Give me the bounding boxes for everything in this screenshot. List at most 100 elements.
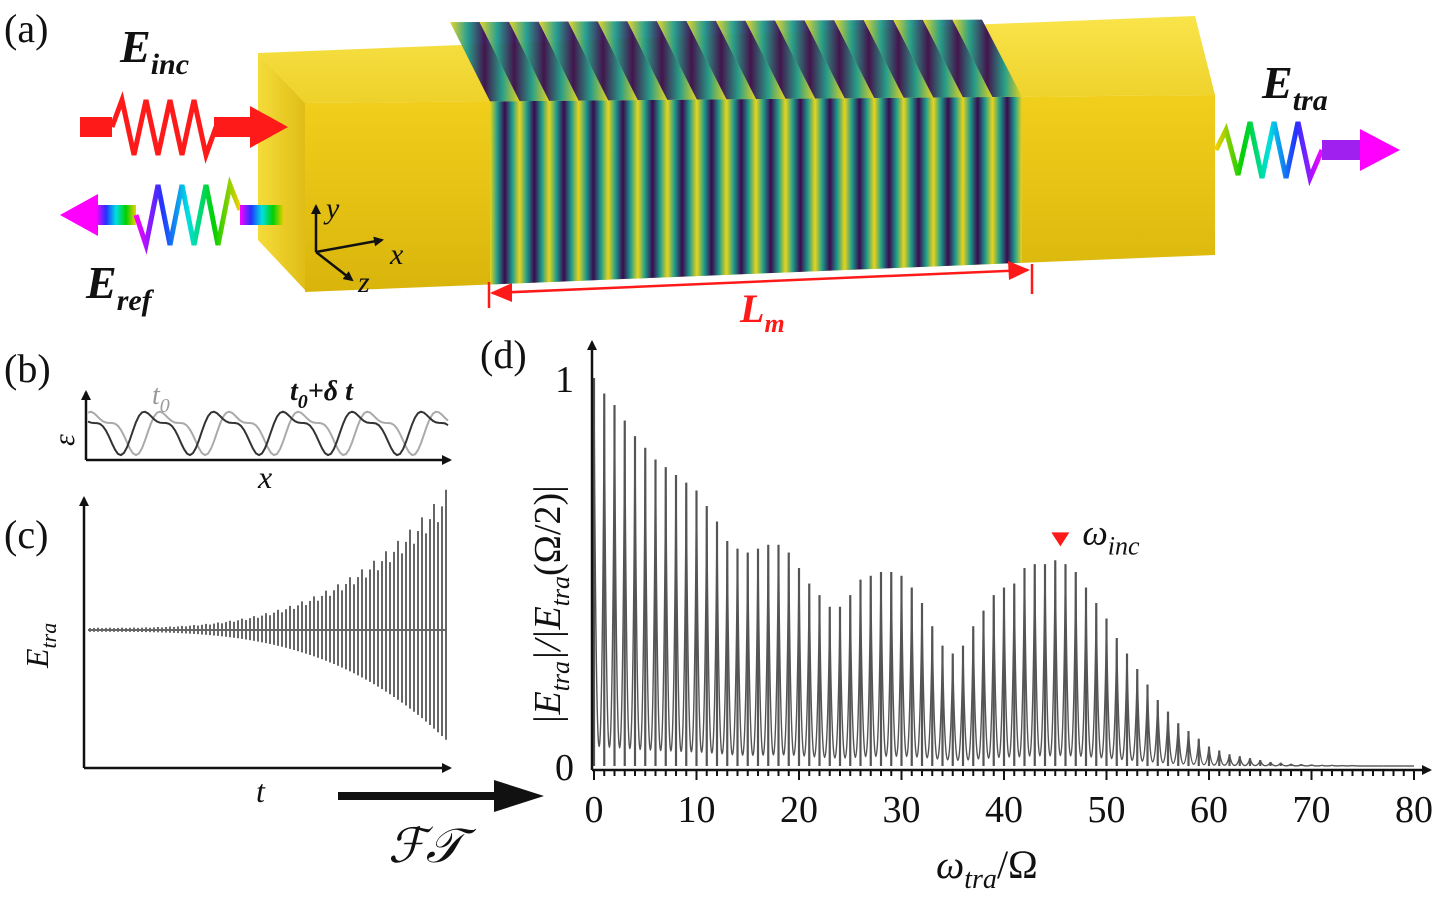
stripe-top [479,21,550,102]
panel-b-y-label: ε [48,434,81,446]
length-label: Lm [739,286,785,338]
stripe-front [874,97,904,269]
spectrum-curve [1167,711,1179,764]
spectrum-curve [747,548,759,757]
spectrum-curve [1157,700,1169,764]
spectrum-curve [839,595,851,759]
x-tick-label: 40 [985,789,1023,831]
spectrum-curve [1208,746,1220,766]
x-tick-label: 10 [678,789,716,831]
stripe-top [775,20,845,99]
spectrum-curve [1095,603,1108,759]
x-tick-labels: 0 10 20 30 40 50 60 70 80 [585,789,1434,831]
y-tick-labels: 01 [555,359,574,789]
spectrum-curve [634,436,646,751]
spectrum-curve [1249,758,1261,767]
spectrum-curve [675,474,687,753]
fourier-transform-arrow [338,780,544,812]
stripe-top [686,20,756,100]
spectrum-curve [1146,684,1159,763]
epsilon-curve-t0 [87,410,449,457]
spectrum-curve [962,626,974,761]
spectrum-curve [1177,723,1190,765]
stripe-front [933,97,963,267]
spectrum-curve [624,420,636,750]
stripe-pattern-front [490,96,1022,285]
spectrum-curve [1187,731,1200,765]
e-ref-label: Eref [85,257,155,317]
panel-d-x-label: ωtra/Ω [936,842,1038,895]
spectrum-curve [859,575,872,758]
stripe-top [627,21,697,100]
spectrum-curve [911,587,923,758]
x-tick-label: 0 [585,789,604,831]
spectrum-curve [890,571,903,758]
stripe-front [992,96,1022,265]
panel-d-label: (d) [480,332,527,377]
spectrum-curve [1085,587,1097,758]
spectrum-curve [798,568,810,757]
stripe-front [490,101,520,285]
stripe-front [578,100,609,281]
spectrum-curve [695,490,708,753]
coordinate-axes [311,204,384,282]
spectrum-curve [993,587,1005,759]
stripe-front [785,98,816,273]
axis-z-letter: z [357,266,370,299]
panel-a-label: (a) [4,6,48,51]
spectrum-curve [665,467,677,752]
panel-c-y-label: Etra [19,623,61,669]
spectrum-curve [829,606,841,759]
spectrum-curve [1311,764,1322,767]
stripe-front [519,100,550,284]
incident-wave-arrow [80,91,288,165]
stripe-top [568,21,638,101]
spectrum-curve [726,540,739,756]
t0-label: t0 [152,380,170,417]
reflected-wave-arrow [60,176,284,255]
spectrum-curve [654,459,667,752]
stripe-top [538,21,609,101]
panel-b-x-label: x [257,459,272,495]
fourier-transform-label: ℱ𝒯 [388,820,477,873]
stripe-top [804,20,875,99]
stripe-top [509,21,579,101]
spectrum-curve [788,552,800,757]
spectrum-curve [1075,571,1087,758]
spectrum-curve [1003,583,1015,758]
t0-plus-dt-label: t0+δ t [290,376,354,413]
x-tick-label: 70 [1293,789,1331,831]
spectrum-curve [818,595,831,759]
spectrum-curve [1218,750,1231,766]
spectrum-curve [1228,754,1241,767]
stripe-front [608,100,638,280]
omega-inc-marker [1051,532,1070,547]
stripe-top [597,21,668,101]
spectrum-curve [757,544,769,756]
spectrum-curve [1300,763,1312,767]
panel-d-y-label: |Etra|/|Etra(Ω/2)| [527,485,575,725]
y-tick-label: 0 [555,747,574,789]
spectrum-curve [1259,759,1272,767]
block-end-face [258,53,305,290]
stripe-front [726,99,756,275]
stripe-top [834,20,904,98]
stripe-top [863,19,934,98]
spectrum-curve [736,548,749,756]
spectrum-curve [941,645,954,761]
transmitted-signal-trace [88,489,447,740]
stripe-top [450,21,520,102]
stripe-top [745,20,816,99]
spectrum-curve [777,544,790,756]
x-tick-label: 20 [780,789,818,831]
stripe-top [716,20,786,100]
stripe-top [893,19,963,98]
panel-b-label: (b) [4,346,51,391]
spectrum-curve [1198,738,1210,766]
spectrum-curve [1044,560,1056,757]
stripe-pattern-top [450,19,1022,102]
spectrum-curve [880,571,892,758]
stripe-front [962,96,993,266]
spectrum-curve [1239,756,1251,767]
spectrum-curve [1054,560,1067,757]
